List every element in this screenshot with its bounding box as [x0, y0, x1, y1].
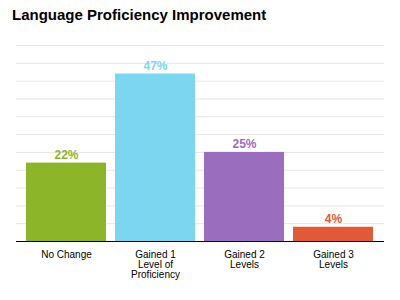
svg-text:No Change: No Change	[41, 249, 92, 260]
svg-text:47%: 47%	[143, 59, 167, 73]
svg-text:Gained 3Levels: Gained 3Levels	[313, 249, 354, 270]
svg-text:25%: 25%	[232, 137, 256, 151]
svg-text:Gained 1Level ofProficiency: Gained 1Level ofProficiency	[131, 249, 180, 280]
svg-text:Gained 2Levels: Gained 2Levels	[224, 249, 265, 270]
svg-text:4%: 4%	[325, 212, 343, 226]
html-text:Language Proficiency Improveme: Language Proficiency Improvement	[12, 6, 267, 23]
svg-text:22%: 22%	[54, 148, 78, 162]
